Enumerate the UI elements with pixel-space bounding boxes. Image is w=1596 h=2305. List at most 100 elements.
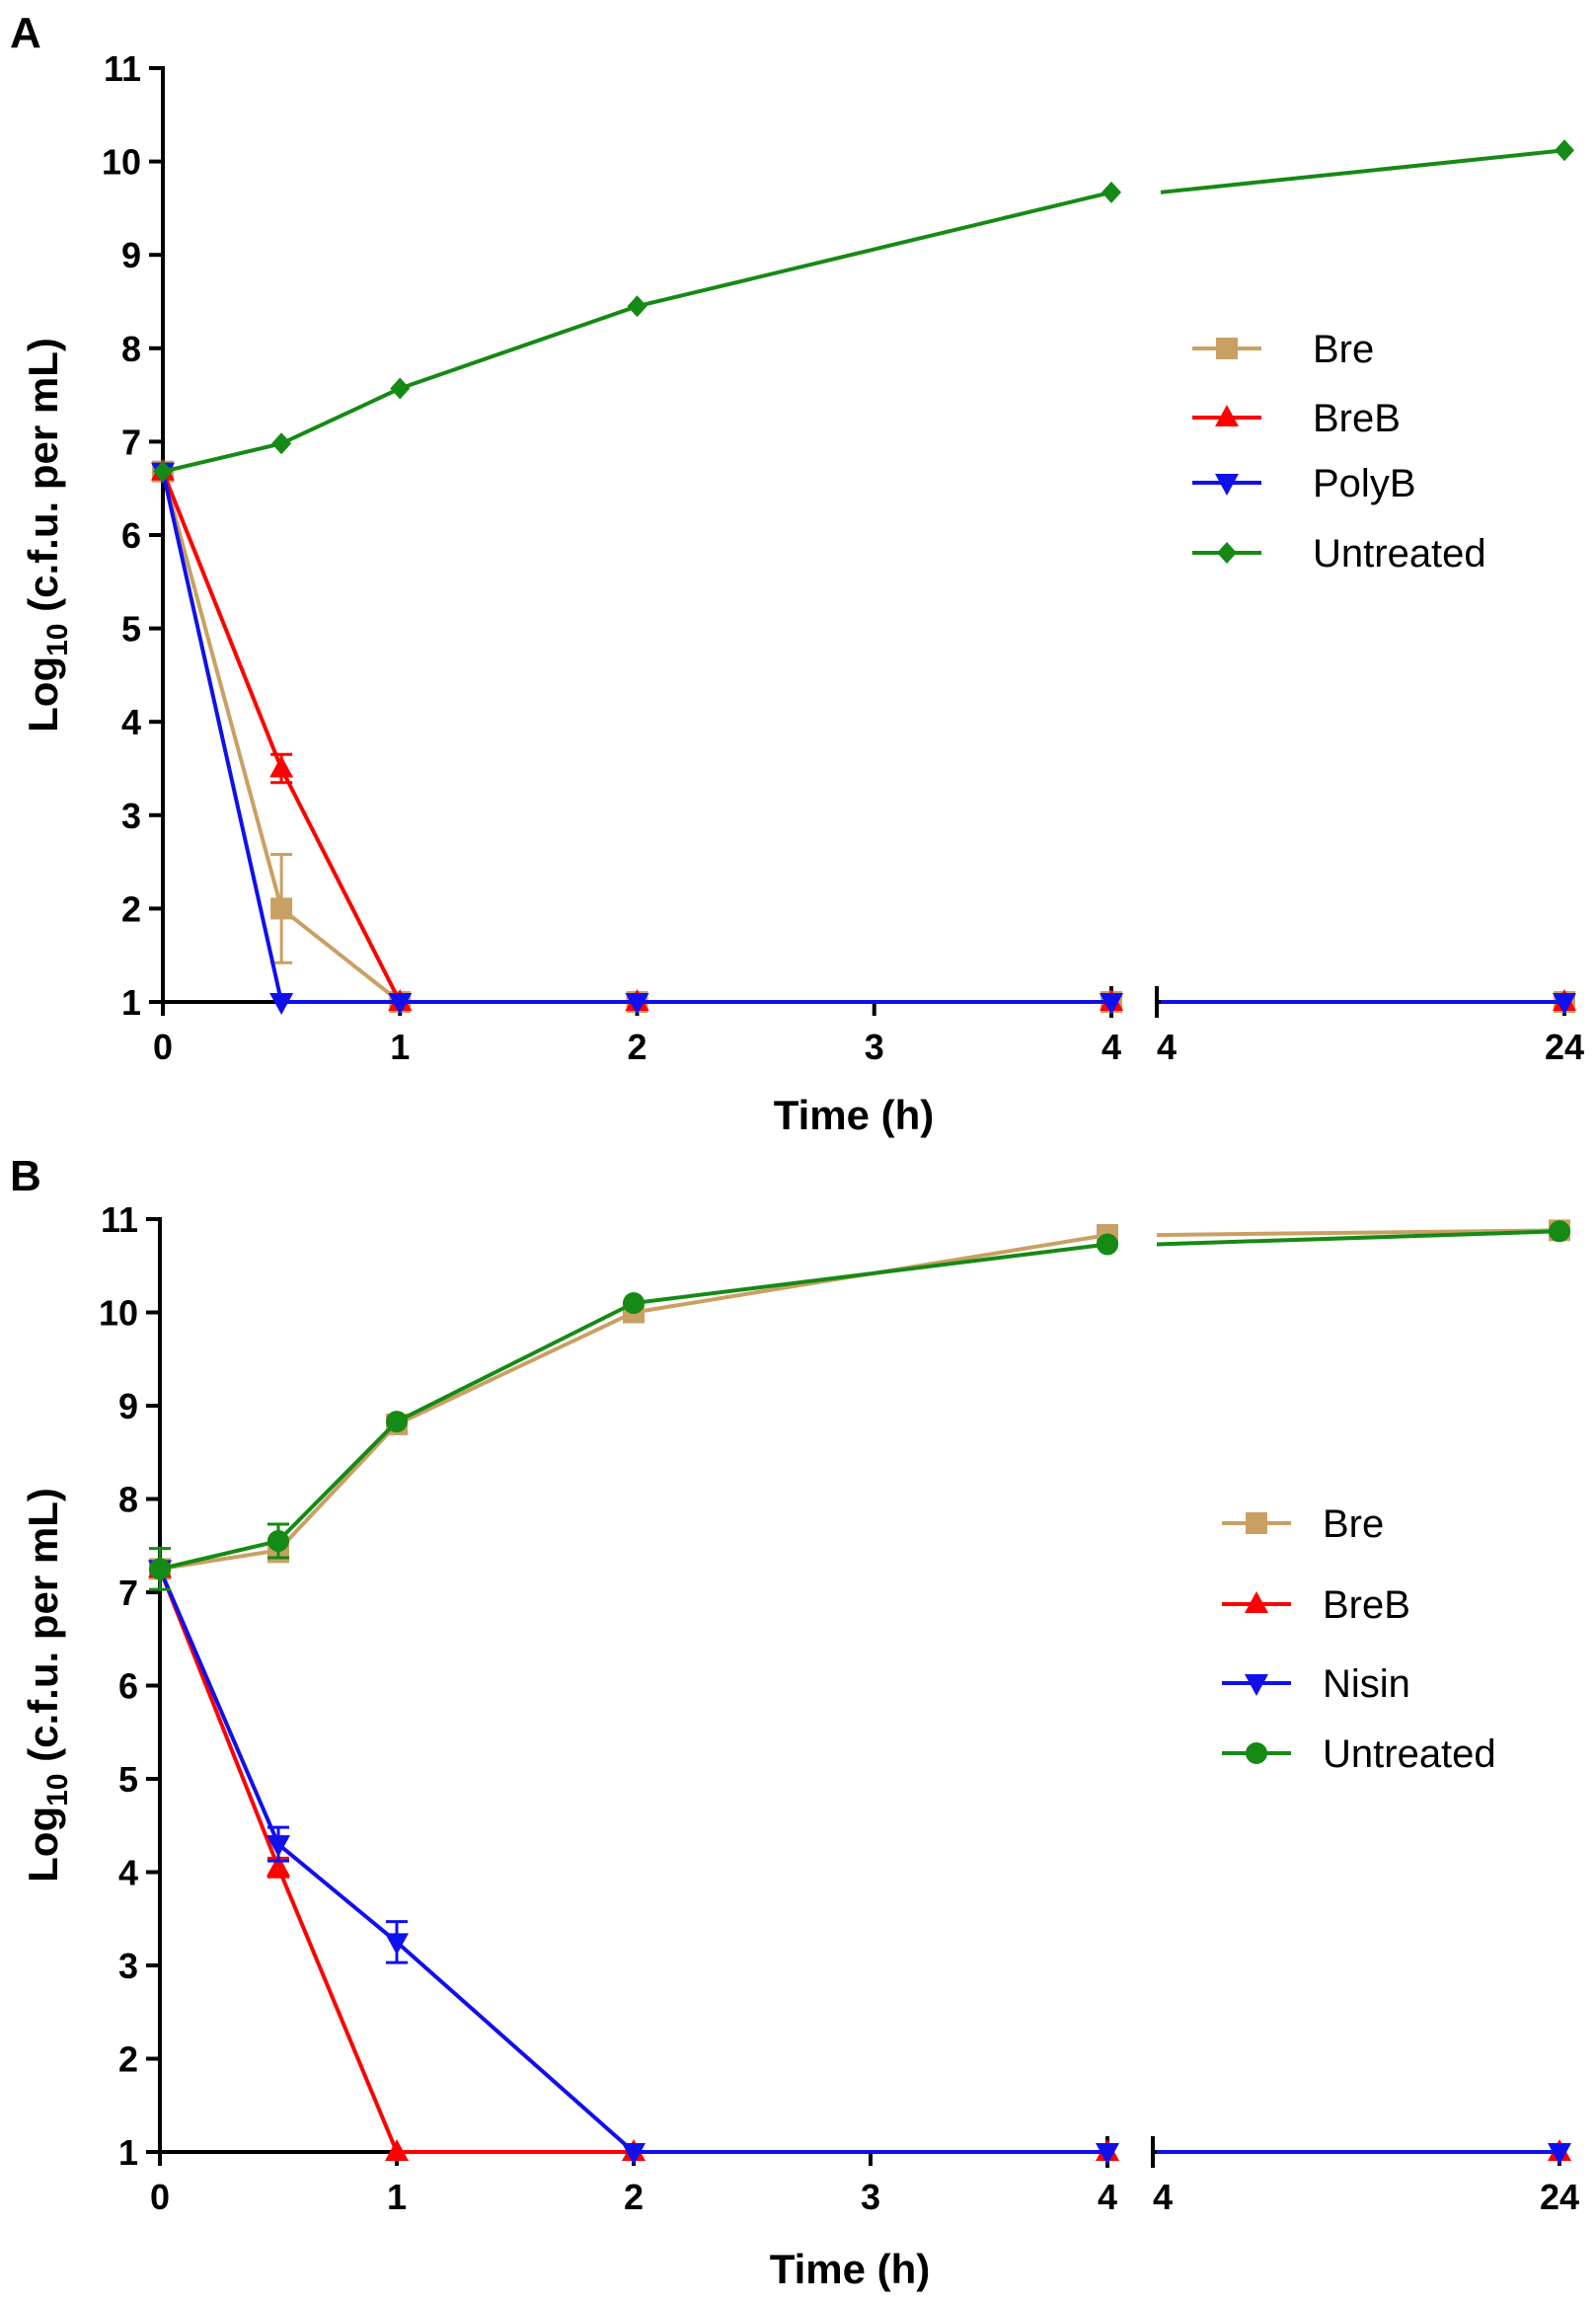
- data-point: [269, 993, 294, 1015]
- y-tick-label: 9: [118, 1386, 138, 1426]
- data-point: [269, 755, 294, 778]
- series-untreated: [149, 1220, 1570, 1591]
- y-tick-label: 8: [118, 1480, 138, 1520]
- legend-marker: [1217, 542, 1237, 564]
- legend-label: Untreated: [1323, 1732, 1496, 1776]
- data-point: [385, 2139, 409, 2161]
- y-tick-label: 2: [121, 888, 141, 929]
- data-point: [1548, 2143, 1571, 2165]
- legend-item-untreated: Untreated: [1222, 1732, 1496, 1776]
- data-point: [1100, 993, 1123, 1015]
- data-point: [153, 460, 173, 483]
- data-point: [267, 1530, 289, 1553]
- data-point: [266, 1835, 290, 1858]
- data-point: [270, 897, 293, 920]
- data-point: [1549, 1220, 1570, 1243]
- y-tick-label: 7: [118, 1573, 138, 1613]
- data-point: [388, 993, 413, 1015]
- x-tick-label: 2: [624, 2177, 644, 2217]
- x-tick-label: 2: [627, 1027, 646, 1067]
- y-tick-label: 6: [121, 515, 141, 556]
- y-axis-title: Log10 (c.f.u. per mL): [20, 1488, 74, 1882]
- data-point: [385, 1933, 409, 1956]
- x-axis-title: Time (h): [770, 2246, 931, 2292]
- data-point: [1102, 181, 1121, 203]
- legend-label: BreB: [1313, 397, 1401, 440]
- series-nisin: [148, 1560, 1571, 2165]
- legend-marker: [1215, 474, 1239, 496]
- y-tick-label: 11: [104, 48, 141, 89]
- legend-marker: [1246, 1512, 1267, 1534]
- legend-marker: [1245, 1674, 1268, 1696]
- legend-label: BreB: [1323, 1583, 1410, 1627]
- legend-marker: [1216, 338, 1238, 359]
- x-tick-label: 4: [1098, 2177, 1117, 2217]
- x-tick-label: 4: [1153, 2177, 1173, 2217]
- legend-item-breb: BreB: [1192, 397, 1401, 440]
- y-tick-label: 5: [118, 1759, 138, 1800]
- x-tick-label: 4: [1102, 1027, 1121, 1067]
- legend-marker: [1246, 1742, 1267, 1764]
- y-tick-label: 4: [118, 1853, 138, 1893]
- y-tick-label: 3: [121, 796, 141, 836]
- legend-label: Bre: [1313, 328, 1374, 371]
- y-tick-label: 10: [102, 142, 141, 183]
- data-point: [386, 1411, 408, 1433]
- y-tick-label: 10: [99, 1293, 138, 1334]
- x-tick-label: 24: [1540, 2177, 1579, 2217]
- legend-item-nisin: Nisin: [1222, 1662, 1410, 1706]
- y-axis-title: Log10 (c.f.u. per mL): [20, 338, 74, 732]
- legend-item-polyb: PolyB: [1192, 462, 1416, 505]
- y-tick-label: 7: [121, 422, 141, 462]
- data-point: [1555, 139, 1574, 162]
- panel-letter: A: [10, 9, 41, 57]
- data-point: [271, 432, 292, 455]
- data-point: [1553, 993, 1576, 1015]
- x-tick-label: 3: [861, 2177, 880, 2217]
- data-point: [149, 1558, 171, 1580]
- y-tick-label: 2: [118, 2039, 138, 2080]
- y-tick-label: 4: [121, 702, 141, 742]
- legend-item-bre: Bre: [1222, 1502, 1384, 1546]
- y-tick-label: 6: [118, 1666, 138, 1707]
- data-point: [1096, 2143, 1119, 2165]
- x-axis-title: Time (h): [774, 1092, 935, 1138]
- x-tick-label: 0: [150, 2177, 170, 2217]
- data-point: [266, 1854, 290, 1877]
- legend-marker: [1215, 405, 1239, 426]
- legend-item-breb: BreB: [1222, 1583, 1410, 1627]
- series-line: [1160, 148, 1565, 194]
- series-untreated: [153, 139, 1574, 483]
- y-tick-label: 1: [121, 982, 141, 1023]
- legend-label: PolyB: [1313, 462, 1416, 505]
- y-tick-label: 9: [121, 235, 141, 275]
- legend-item-bre: Bre: [1192, 328, 1374, 371]
- series-line: [1156, 1229, 1560, 1247]
- data-point: [390, 377, 411, 400]
- data-point: [625, 993, 649, 1015]
- legend-label: Bre: [1323, 1502, 1384, 1546]
- y-tick-label: 1: [118, 2132, 138, 2173]
- legend-marker: [1245, 1591, 1268, 1613]
- y-tick-label: 8: [121, 329, 141, 369]
- panel-letter: B: [10, 1152, 41, 1200]
- x-tick-label: 24: [1545, 1027, 1584, 1067]
- data-point: [623, 1292, 645, 1315]
- data-point: [622, 2143, 646, 2165]
- x-tick-label: 4: [1157, 1027, 1177, 1067]
- y-tick-label: 3: [118, 1946, 138, 1986]
- x-tick-label: 1: [387, 2177, 407, 2217]
- series-line: [1156, 1228, 1560, 1238]
- x-tick-label: 3: [865, 1027, 884, 1067]
- legend-label: Untreated: [1313, 532, 1486, 576]
- y-tick-label: 11: [101, 1199, 138, 1240]
- legend-label: Nisin: [1323, 1662, 1410, 1706]
- x-tick-label: 1: [390, 1027, 410, 1067]
- data-point: [1097, 1233, 1118, 1256]
- y-tick-label: 5: [121, 609, 141, 650]
- legend-item-untreated: Untreated: [1192, 532, 1486, 576]
- data-point: [627, 295, 647, 318]
